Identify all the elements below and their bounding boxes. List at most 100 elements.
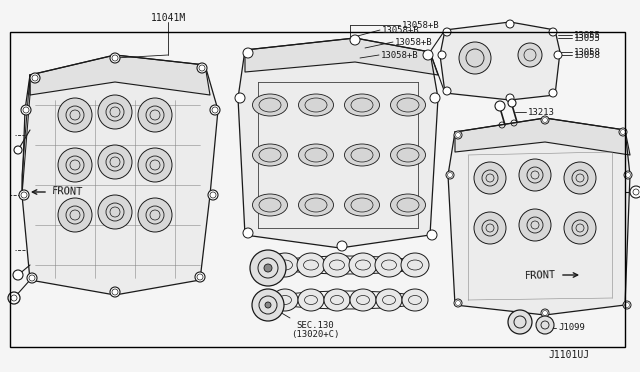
Circle shape <box>138 148 172 182</box>
Circle shape <box>58 148 92 182</box>
Circle shape <box>459 42 491 74</box>
Circle shape <box>235 93 245 103</box>
Circle shape <box>554 51 562 59</box>
Ellipse shape <box>253 94 287 116</box>
Ellipse shape <box>298 144 333 166</box>
Text: J1101UJ: J1101UJ <box>549 350 590 360</box>
Circle shape <box>30 73 40 83</box>
Circle shape <box>518 43 542 67</box>
Circle shape <box>337 241 347 251</box>
Ellipse shape <box>297 253 325 277</box>
Ellipse shape <box>272 289 298 311</box>
Ellipse shape <box>401 253 429 277</box>
Circle shape <box>58 98 92 132</box>
Circle shape <box>250 250 286 286</box>
Ellipse shape <box>375 253 403 277</box>
Polygon shape <box>22 75 30 195</box>
Circle shape <box>541 309 549 317</box>
Text: SEC.130: SEC.130 <box>296 321 334 330</box>
Circle shape <box>549 89 557 97</box>
Circle shape <box>110 53 120 63</box>
Text: 13058+B: 13058+B <box>381 51 419 60</box>
Circle shape <box>13 270 23 280</box>
Circle shape <box>210 105 220 115</box>
Circle shape <box>454 299 462 307</box>
Ellipse shape <box>344 144 380 166</box>
Circle shape <box>265 302 271 308</box>
Polygon shape <box>440 22 560 100</box>
Text: 13055: 13055 <box>574 33 601 42</box>
Circle shape <box>508 310 532 334</box>
Circle shape <box>243 48 253 58</box>
Circle shape <box>19 190 29 200</box>
Ellipse shape <box>298 194 333 216</box>
Polygon shape <box>245 38 438 75</box>
Circle shape <box>536 316 554 334</box>
Circle shape <box>549 28 557 36</box>
Bar <box>10 32 625 347</box>
Circle shape <box>430 93 440 103</box>
Ellipse shape <box>344 194 380 216</box>
Circle shape <box>443 87 451 95</box>
Polygon shape <box>30 55 210 95</box>
Text: FRONT: FRONT <box>524 269 556 280</box>
Ellipse shape <box>350 289 376 311</box>
Circle shape <box>243 228 253 238</box>
Text: 13058: 13058 <box>574 51 601 60</box>
Circle shape <box>138 198 172 232</box>
Text: J1099: J1099 <box>558 324 585 333</box>
Ellipse shape <box>253 194 287 216</box>
Circle shape <box>427 230 437 240</box>
Circle shape <box>519 159 551 191</box>
Circle shape <box>8 292 20 304</box>
Circle shape <box>541 116 549 124</box>
Ellipse shape <box>253 144 287 166</box>
Circle shape <box>446 171 454 179</box>
Text: 13058+B: 13058+B <box>395 38 433 46</box>
Ellipse shape <box>402 289 428 311</box>
Circle shape <box>438 51 446 59</box>
Circle shape <box>423 50 433 60</box>
Circle shape <box>508 99 516 107</box>
Circle shape <box>27 273 37 283</box>
Circle shape <box>519 209 551 241</box>
Text: FRONT: FRONT <box>52 186 84 198</box>
Circle shape <box>474 212 506 244</box>
Ellipse shape <box>376 289 402 311</box>
Text: 13058+B: 13058+B <box>402 20 440 29</box>
Circle shape <box>58 198 92 232</box>
Text: 11041M: 11041M <box>150 13 186 23</box>
Circle shape <box>21 105 31 115</box>
Circle shape <box>506 20 514 28</box>
Circle shape <box>564 162 596 194</box>
Ellipse shape <box>390 94 426 116</box>
Circle shape <box>495 101 505 111</box>
Polygon shape <box>22 55 218 295</box>
Circle shape <box>624 171 632 179</box>
Ellipse shape <box>349 253 377 277</box>
Circle shape <box>195 272 205 282</box>
Text: 13213: 13213 <box>528 108 555 116</box>
Ellipse shape <box>390 194 426 216</box>
Polygon shape <box>448 118 630 315</box>
Circle shape <box>197 63 207 73</box>
Circle shape <box>454 131 462 139</box>
Circle shape <box>630 186 640 198</box>
Text: 13058: 13058 <box>574 48 601 57</box>
Ellipse shape <box>298 289 324 311</box>
Ellipse shape <box>323 253 351 277</box>
Circle shape <box>14 146 22 154</box>
Polygon shape <box>455 118 630 155</box>
Circle shape <box>98 195 132 229</box>
Ellipse shape <box>390 144 426 166</box>
Circle shape <box>138 98 172 132</box>
Ellipse shape <box>324 289 350 311</box>
Text: 13058+B: 13058+B <box>382 26 420 35</box>
Circle shape <box>619 128 627 136</box>
Circle shape <box>506 94 514 102</box>
Ellipse shape <box>344 94 380 116</box>
Circle shape <box>110 287 120 297</box>
Circle shape <box>98 95 132 129</box>
Circle shape <box>474 162 506 194</box>
Ellipse shape <box>271 253 299 277</box>
